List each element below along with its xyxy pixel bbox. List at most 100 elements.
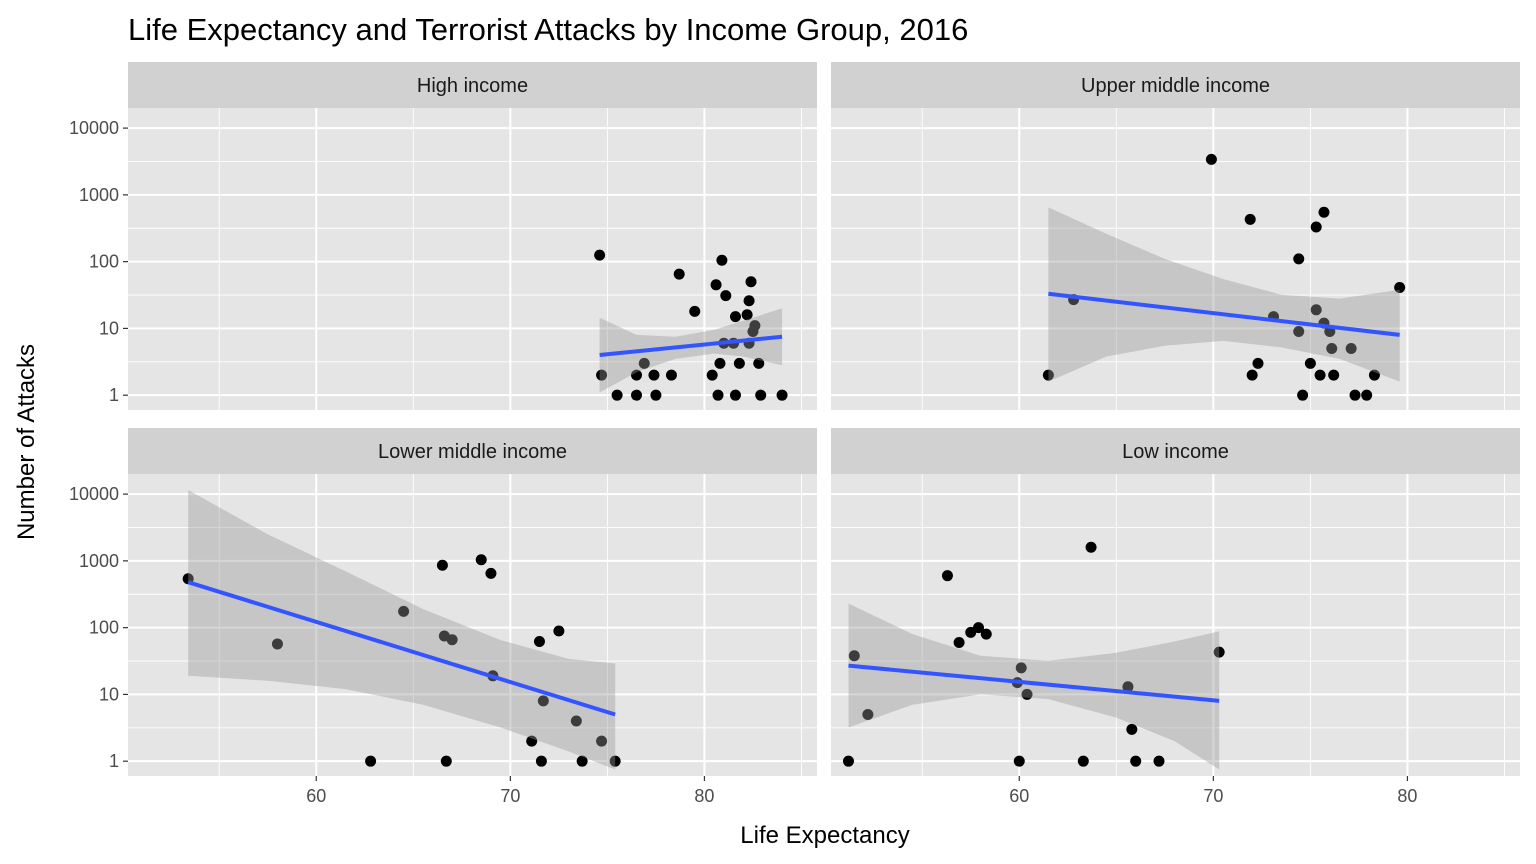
panel-background bbox=[128, 108, 817, 410]
y-tick-label: 10 bbox=[99, 684, 119, 704]
confidence-ribbon bbox=[848, 603, 1220, 770]
data-point bbox=[714, 357, 726, 369]
facet-strip-label: Lower middle income bbox=[378, 441, 567, 463]
data-point bbox=[436, 559, 448, 571]
data-point bbox=[1021, 688, 1033, 700]
data-point bbox=[973, 622, 985, 634]
panel-upper-middle-income: Upper middle income bbox=[831, 62, 1520, 410]
data-point bbox=[365, 755, 377, 767]
data-point bbox=[862, 709, 874, 721]
data-point bbox=[716, 254, 728, 266]
confidence-ribbon bbox=[188, 490, 616, 770]
panel-low-income: Low income 60 70 80 bbox=[831, 428, 1520, 806]
data-point bbox=[1213, 646, 1225, 658]
x-tick-label: 60 bbox=[1009, 786, 1029, 806]
regression-line bbox=[848, 663, 1220, 703]
data-point bbox=[741, 309, 753, 321]
data-point bbox=[720, 290, 732, 302]
data-point bbox=[596, 735, 608, 747]
data-point bbox=[1205, 153, 1217, 165]
y-tick-label: 1 bbox=[109, 385, 119, 405]
data-point bbox=[745, 276, 757, 288]
data-point bbox=[673, 268, 685, 280]
data-point bbox=[1318, 206, 1330, 218]
data-point bbox=[446, 634, 458, 646]
y-tick-label: 10000 bbox=[69, 118, 119, 138]
data-point bbox=[665, 369, 677, 381]
data-point bbox=[596, 369, 608, 381]
data-point bbox=[440, 755, 452, 767]
confidence-ribbon bbox=[1048, 207, 1400, 382]
data-point bbox=[1252, 357, 1264, 369]
data-point bbox=[1326, 343, 1338, 355]
data-point bbox=[753, 357, 765, 369]
facet-strip bbox=[128, 428, 817, 474]
facet-strip bbox=[128, 62, 817, 108]
data-point bbox=[776, 389, 788, 401]
data-point bbox=[1126, 723, 1138, 735]
data-point bbox=[398, 605, 410, 617]
data-point bbox=[1368, 369, 1380, 381]
x-tick-label: 70 bbox=[1203, 786, 1223, 806]
data-point bbox=[1293, 253, 1305, 265]
y-tick-label: 1000 bbox=[79, 551, 119, 571]
panel-background bbox=[831, 108, 1520, 410]
data-point bbox=[1361, 389, 1373, 401]
data-point bbox=[1042, 369, 1054, 381]
data-point bbox=[1077, 755, 1089, 767]
data-point bbox=[1310, 221, 1322, 233]
data-point bbox=[1293, 325, 1305, 337]
x-tick-label: 80 bbox=[1397, 786, 1417, 806]
data-point bbox=[1297, 389, 1309, 401]
data-point bbox=[485, 567, 497, 579]
data-point bbox=[631, 389, 643, 401]
data-point bbox=[980, 628, 992, 640]
facet-panels: High income 1 10 100 1000 10000 Upper middle i… bbox=[69, 62, 1520, 806]
data-point bbox=[749, 320, 761, 332]
regression-line bbox=[1048, 291, 1400, 337]
data-point bbox=[1328, 369, 1340, 381]
data-point bbox=[594, 249, 606, 261]
data-point bbox=[941, 570, 953, 582]
x-tick-label: 70 bbox=[500, 786, 520, 806]
data-point bbox=[576, 755, 588, 767]
data-point bbox=[706, 369, 718, 381]
regression-line bbox=[599, 334, 783, 357]
data-point bbox=[743, 295, 755, 307]
data-point bbox=[526, 735, 538, 747]
data-point bbox=[1122, 681, 1134, 693]
data-point bbox=[1310, 304, 1322, 316]
data-point bbox=[842, 755, 854, 767]
panel-high-income: High income 1 10 100 1000 10000 bbox=[69, 62, 817, 410]
y-axis-title: Number of Attacks bbox=[13, 344, 40, 540]
x-tick-label: 60 bbox=[306, 786, 326, 806]
data-point bbox=[710, 279, 722, 291]
chart-title: Life Expectancy and Terrorist Attacks by… bbox=[128, 12, 968, 47]
data-point bbox=[1153, 755, 1165, 767]
x-axis-title: Life Expectancy bbox=[740, 822, 909, 849]
data-point bbox=[537, 695, 549, 707]
facet-strip-label: Low income bbox=[1122, 441, 1229, 463]
y-tick-label: 10000 bbox=[69, 484, 119, 504]
facet-strip bbox=[831, 428, 1520, 474]
data-point bbox=[475, 554, 487, 566]
data-point bbox=[1013, 755, 1025, 767]
confidence-ribbon bbox=[599, 308, 783, 393]
data-point bbox=[755, 389, 767, 401]
data-point bbox=[1345, 343, 1357, 355]
panel-background bbox=[831, 474, 1520, 776]
data-point bbox=[1244, 213, 1256, 225]
data-point bbox=[1015, 662, 1027, 674]
data-point bbox=[609, 755, 621, 767]
panel-lower-middle-income: Lower middle income 1 10 100 1000 10000 60 70 80 bbox=[69, 428, 817, 806]
data-point bbox=[729, 311, 741, 323]
data-point bbox=[1246, 369, 1258, 381]
data-point bbox=[1304, 357, 1316, 369]
data-point bbox=[1085, 541, 1097, 553]
data-point bbox=[848, 650, 860, 662]
data-point bbox=[631, 369, 643, 381]
y-tick-label: 100 bbox=[89, 618, 119, 638]
data-point bbox=[1314, 369, 1326, 381]
data-point bbox=[271, 638, 283, 650]
data-point bbox=[553, 625, 565, 637]
